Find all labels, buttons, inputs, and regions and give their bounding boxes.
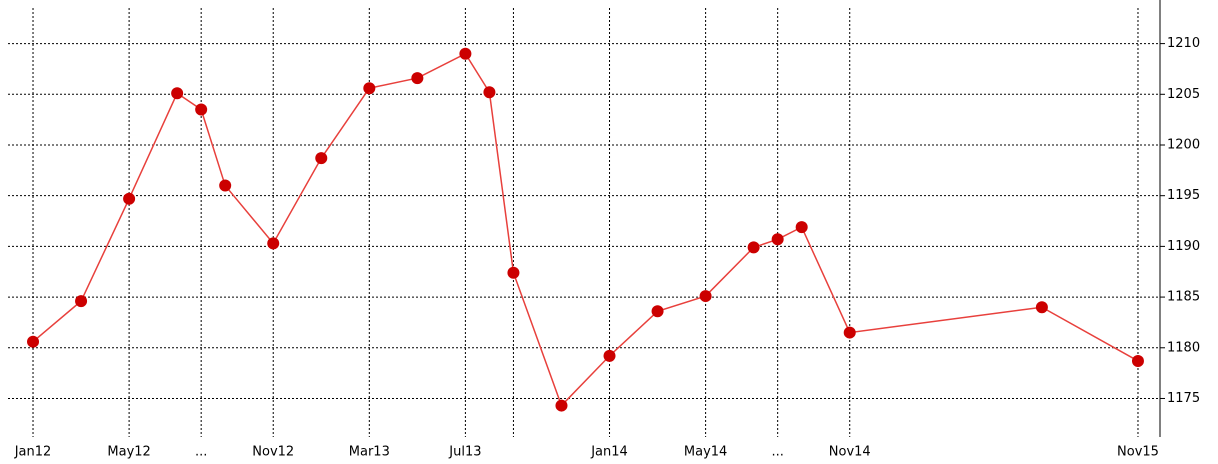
marker — [171, 87, 184, 100]
marker — [843, 326, 856, 339]
marker — [795, 221, 808, 234]
marker — [1131, 354, 1144, 367]
marker — [363, 82, 376, 95]
marker — [195, 103, 208, 116]
marker — [123, 192, 136, 205]
y-tick-label: 1175 — [1167, 391, 1200, 406]
marker — [75, 295, 88, 308]
x-tick-label: May12 — [107, 445, 150, 460]
marker — [771, 233, 784, 246]
y-tick-label: 1205 — [1167, 87, 1200, 102]
marker — [555, 399, 568, 412]
x-tick-label: ... — [771, 445, 783, 460]
marker — [507, 266, 520, 279]
y-tick-label: 1185 — [1167, 290, 1200, 305]
x-tick-label: Jan14 — [590, 445, 628, 460]
x-tick-label: Jul13 — [448, 445, 481, 460]
marker — [267, 237, 280, 250]
y-tick-label: 1180 — [1167, 340, 1200, 355]
marker — [219, 179, 232, 192]
x-tick-label: Nov12 — [252, 445, 294, 460]
y-tick-label: 1200 — [1167, 137, 1200, 152]
y-tick-label: 1195 — [1167, 188, 1200, 203]
marker — [459, 47, 472, 60]
x-tick-label: Jan12 — [14, 445, 52, 460]
marker — [27, 335, 40, 348]
x-tick-label: May14 — [684, 445, 727, 460]
marker — [411, 72, 424, 85]
y-tick-label: 1210 — [1167, 36, 1200, 51]
marker — [747, 241, 760, 254]
marker — [699, 290, 712, 303]
marker — [651, 305, 664, 318]
x-tick-label: Mar13 — [349, 445, 390, 460]
marker — [315, 152, 328, 165]
marker — [603, 349, 616, 362]
y-tick-label: 1190 — [1167, 239, 1200, 254]
x-tick-label: Nov15 — [1117, 445, 1159, 460]
x-tick-label: ... — [195, 445, 207, 460]
marker — [483, 86, 496, 99]
x-tick-label: Nov14 — [829, 445, 871, 460]
marker — [1035, 301, 1048, 314]
